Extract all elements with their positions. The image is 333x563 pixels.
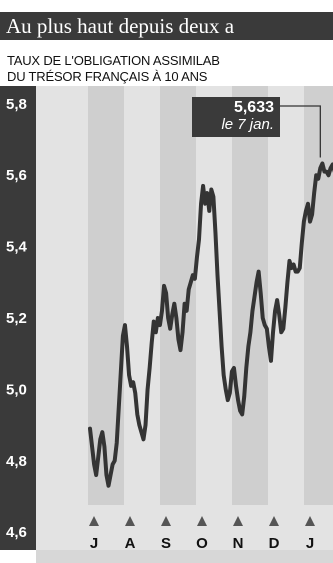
peak-date: le 7 jan.: [221, 116, 274, 133]
x-tick-label: S: [161, 535, 171, 552]
y-tick-label: 5,2: [6, 310, 27, 327]
x-tick-label: J: [90, 535, 98, 552]
x-tick-label: D: [269, 535, 280, 552]
x-tick-marker: [125, 516, 135, 526]
chart-title: Au plus haut depuis deux a: [0, 12, 333, 40]
y-axis-band: [0, 86, 36, 550]
peak-value: 5,633: [233, 99, 274, 116]
month-bands: [88, 86, 333, 505]
yield-series-line: [88, 161, 333, 488]
subtitle-line-2: DU TRÉSOR FRANÇAIS À 10 ANS: [7, 69, 208, 84]
x-tick-marker: [197, 516, 207, 526]
x-tick-marker: [161, 516, 171, 526]
y-tick-label: 4,6: [6, 524, 27, 541]
x-tick-marker: [269, 516, 279, 526]
y-axis: 5,8 5,6 5,4 5,2 5,0 4,8 4,6: [0, 86, 36, 550]
bottom-strip: [36, 550, 333, 563]
x-tick-label: O: [196, 535, 208, 552]
x-tick-marker: [305, 516, 315, 526]
y-tick-label: 5,4: [6, 239, 28, 256]
month-band-j: [304, 86, 333, 505]
y-tick-label: 5,0: [6, 381, 27, 398]
y-tick-label: 4,8: [6, 453, 27, 470]
chart-subtitle: TAUX DE L'OBLIGATION ASSIMILAB DU TRÉSOR…: [7, 53, 333, 85]
month-band-o: [196, 86, 232, 505]
x-tick-label: A: [125, 535, 136, 552]
series-line-layer: [88, 105, 333, 488]
month-band-a: [124, 86, 160, 505]
x-tick-label: N: [233, 535, 244, 552]
peak-annotation: 5,633 le 7 jan.: [192, 97, 280, 137]
x-tick-label: J: [306, 535, 314, 552]
x-tick-marker: [233, 516, 243, 526]
y-tick-label: 5,8: [6, 96, 27, 113]
annotation-leader-line: [280, 105, 321, 158]
x-tick-marker: [89, 516, 99, 526]
subtitle-line-1: TAUX DE L'OBLIGATION ASSIMILAB: [7, 53, 220, 68]
y-tick-label: 5,6: [6, 167, 27, 184]
